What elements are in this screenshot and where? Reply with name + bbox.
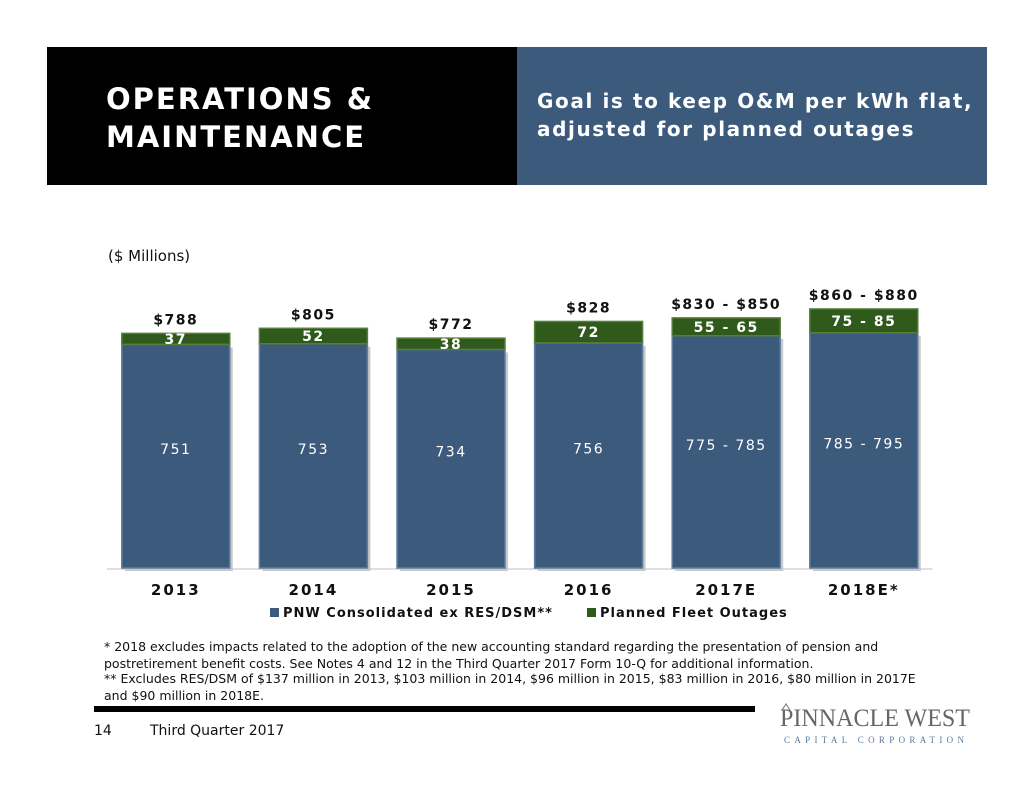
x-tick-label: 2017E <box>695 581 757 599</box>
page-title: OPERATIONS & MAINTENANCE <box>106 80 506 156</box>
x-tick-label: 2015 <box>426 581 476 599</box>
units-label: ($ Millions) <box>108 247 191 265</box>
data-label-total: $788 <box>153 312 198 328</box>
footer-rule <box>94 706 755 712</box>
legend-swatch-pnw-consolidated <box>270 608 279 617</box>
footnote-2: ** Excludes RES/DSM of $137 million in 2… <box>104 671 916 703</box>
logo-tagline: CAPITAL CORPORATION <box>784 735 965 745</box>
data-label-pnw-consolidated: 775 - 785 <box>686 438 767 454</box>
data-label-pnw-consolidated: 734 <box>435 445 466 461</box>
data-label-total: $828 <box>566 300 611 316</box>
bar-planned-outages <box>671 317 781 337</box>
x-tick-label: 2014 <box>289 581 339 599</box>
legend-label-pnw-consolidated: PNW Consolidated ex RES/DSM** <box>283 606 553 621</box>
bar-planned-outages <box>533 320 644 344</box>
data-label-planned-outages: 75 - 85 <box>831 314 896 330</box>
data-label-total: $805 <box>291 307 336 323</box>
data-label-pnw-consolidated: 753 <box>298 442 329 458</box>
goal-line2: adjusted for planned outages <box>537 117 916 141</box>
data-label-total: $772 <box>429 317 474 333</box>
data-label-pnw-consolidated: 785 - 795 <box>823 436 904 452</box>
goal-line1: Goal is to keep O&M per kWh flat, <box>537 89 974 113</box>
bar-planned-outages <box>809 308 919 334</box>
x-tick-label: 2013 <box>151 581 201 599</box>
legend-swatch-planned-outages <box>587 608 596 617</box>
data-label-planned-outages: 37 <box>165 332 187 348</box>
bar-pnw-consolidated <box>121 343 231 569</box>
x-tick-label: 2018E* <box>828 581 900 599</box>
goal-statement: Goal is to keep O&M per kWh flat, adjust… <box>537 87 977 143</box>
footnote-1: * 2018 excludes impacts related to the a… <box>104 639 879 671</box>
page-number: 14 <box>94 723 112 739</box>
logo-name: PINNACLE WEST <box>780 705 970 732</box>
bar-pnw-consolidated <box>671 334 781 569</box>
data-label-planned-outages: 55 - 65 <box>694 320 759 336</box>
bar-planned-outages <box>396 337 506 351</box>
footer-quarter: Third Quarter 2017 <box>150 723 285 739</box>
header-title-panel: OPERATIONS & MAINTENANCE <box>47 47 517 185</box>
bar-planned-outages <box>121 332 231 346</box>
bar-pnw-consolidated <box>809 332 919 569</box>
company-logo: PINNACLE WEST CAPITAL CORPORATION <box>780 702 970 745</box>
data-label-total: $830 - $850 <box>671 297 781 313</box>
page-title-line1: OPERATIONS & <box>106 82 375 116</box>
bar-pnw-consolidated <box>533 342 644 569</box>
bar-planned-outages <box>258 327 369 345</box>
data-label-total: $860 - $880 <box>809 288 919 304</box>
data-label-planned-outages: 52 <box>302 329 324 345</box>
header-goal-panel: Goal is to keep O&M per kWh flat, adjust… <box>517 47 987 185</box>
data-label-pnw-consolidated: 756 <box>573 441 604 457</box>
x-tick-label: 2016 <box>564 581 614 599</box>
legend-label-planned-outages: Planned Fleet Outages <box>600 606 788 621</box>
data-label-planned-outages: 72 <box>577 325 599 341</box>
stacked-bar-chart: 751 37 $788 2013 753 52 $805 2014 734 38 $772 2015 7… <box>107 288 933 621</box>
data-label-planned-outages: 38 <box>440 337 462 353</box>
page-title-line2: MAINTENANCE <box>106 120 367 154</box>
data-label-pnw-consolidated: 751 <box>160 442 191 458</box>
